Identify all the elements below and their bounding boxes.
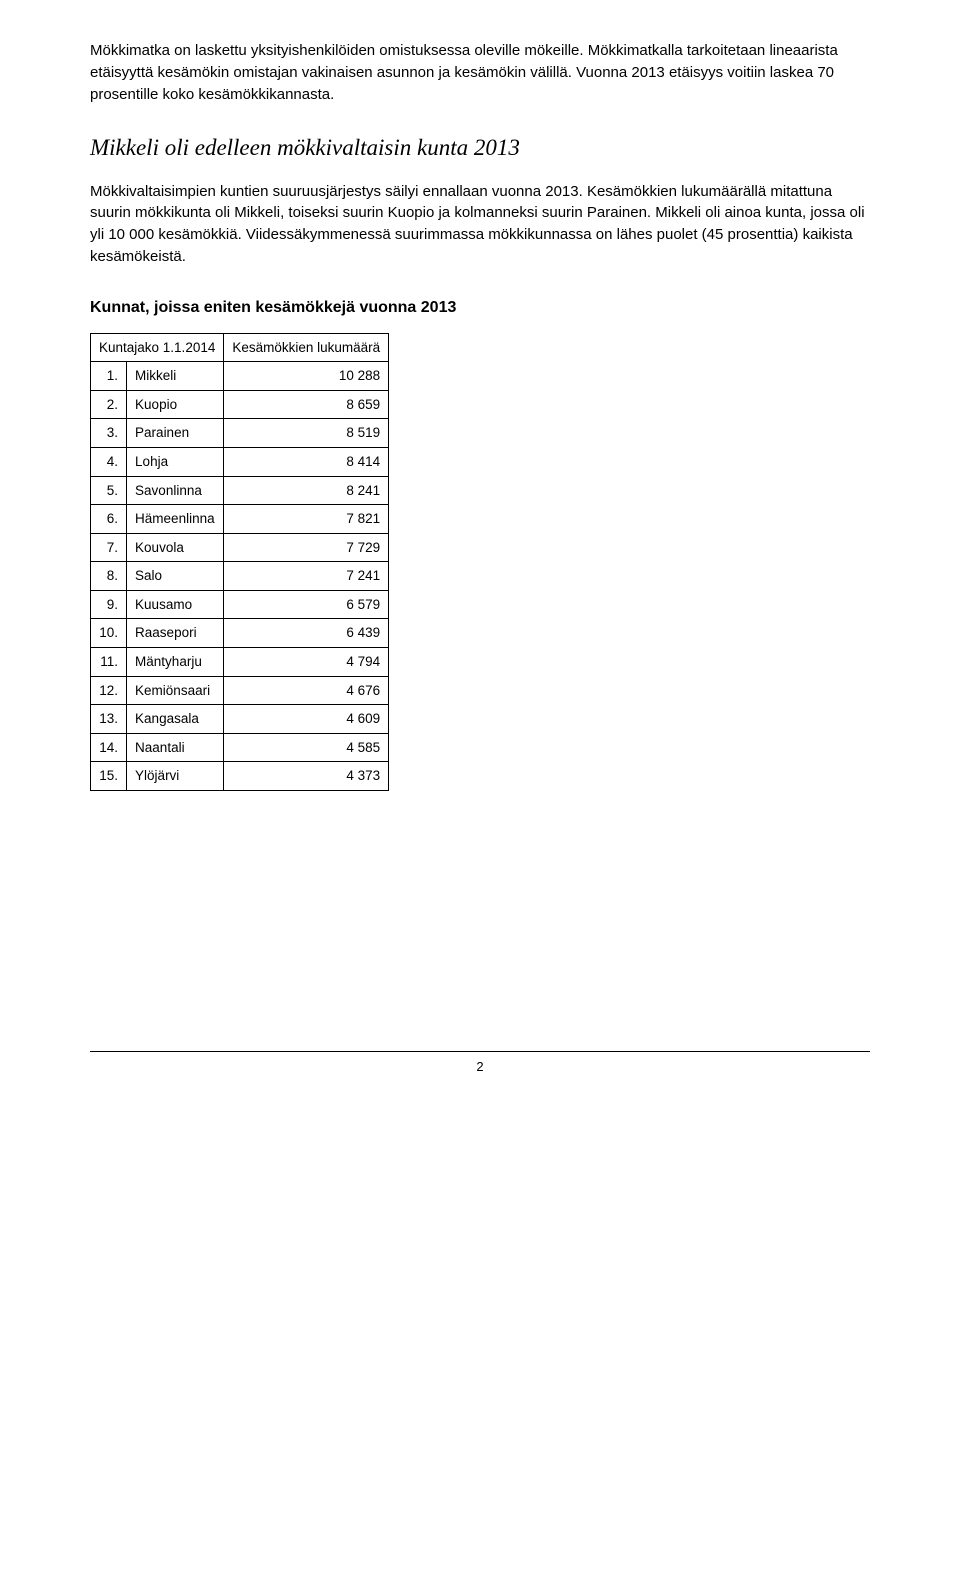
name-cell: Salo [127, 562, 224, 591]
page-number: 2 [476, 1059, 483, 1074]
value-cell: 4 585 [224, 733, 389, 762]
table-row: 13. Kangasala 4 609 [91, 705, 389, 734]
rank-cell: 8. [91, 562, 127, 591]
name-cell: Raasepori [127, 619, 224, 648]
name-cell: Kemiönsaari [127, 676, 224, 705]
table-row: 9. Kuusamo 6 579 [91, 590, 389, 619]
table-row: 14. Naantali 4 585 [91, 733, 389, 762]
name-cell: Kuopio [127, 390, 224, 419]
name-cell: Parainen [127, 419, 224, 448]
rank-cell: 6. [91, 505, 127, 534]
rank-cell: 1. [91, 362, 127, 391]
table-row: 5. Savonlinna 8 241 [91, 476, 389, 505]
table-row: 6. Hämeenlinna 7 821 [91, 505, 389, 534]
value-cell: 4 609 [224, 705, 389, 734]
value-cell: 7 241 [224, 562, 389, 591]
rank-cell: 13. [91, 705, 127, 734]
value-cell: 8 659 [224, 390, 389, 419]
value-cell: 8 519 [224, 419, 389, 448]
value-cell: 10 288 [224, 362, 389, 391]
table-row: 4. Lohja 8 414 [91, 448, 389, 477]
name-cell: Mikkeli [127, 362, 224, 391]
name-cell: Naantali [127, 733, 224, 762]
table-row: 8. Salo 7 241 [91, 562, 389, 591]
table-header-row: Kuntajako 1.1.2014 Kesämökkien lukumäärä [91, 333, 389, 362]
name-cell: Kuusamo [127, 590, 224, 619]
page-footer: 2 [90, 1051, 870, 1077]
table-row: 7. Kouvola 7 729 [91, 533, 389, 562]
value-cell: 6 439 [224, 619, 389, 648]
name-cell: Hämeenlinna [127, 505, 224, 534]
table-row: 12. Kemiönsaari 4 676 [91, 676, 389, 705]
table-row: 11. Mäntyharju 4 794 [91, 647, 389, 676]
rank-cell: 11. [91, 647, 127, 676]
intro-paragraph-2: Mökkivaltaisimpien kuntien suuruusjärjes… [90, 181, 870, 268]
table-row: 2. Kuopio 8 659 [91, 390, 389, 419]
rank-cell: 4. [91, 448, 127, 477]
section-heading: Mikkeli oli edelleen mökkivaltaisin kunt… [90, 131, 870, 164]
name-cell: Savonlinna [127, 476, 224, 505]
value-cell: 7 729 [224, 533, 389, 562]
value-cell: 7 821 [224, 505, 389, 534]
table-row: 15. Ylöjärvi 4 373 [91, 762, 389, 791]
rank-cell: 2. [91, 390, 127, 419]
name-cell: Mäntyharju [127, 647, 224, 676]
table-body: 1. Mikkeli 10 288 2. Kuopio 8 659 3. Par… [91, 362, 389, 790]
table-title: Kunnat, joissa eniten kesämökkejä vuonna… [90, 296, 870, 319]
rank-cell: 7. [91, 533, 127, 562]
rank-cell: 3. [91, 419, 127, 448]
rank-cell: 12. [91, 676, 127, 705]
municipality-table: Kuntajako 1.1.2014 Kesämökkien lukumäärä… [90, 333, 389, 791]
value-cell: 8 414 [224, 448, 389, 477]
value-cell: 8 241 [224, 476, 389, 505]
col-header-lukumaara: Kesämökkien lukumäärä [224, 333, 389, 362]
table-row: 1. Mikkeli 10 288 [91, 362, 389, 391]
value-cell: 4 676 [224, 676, 389, 705]
table-row: 3. Parainen 8 519 [91, 419, 389, 448]
col-header-kuntajako: Kuntajako 1.1.2014 [91, 333, 224, 362]
name-cell: Kouvola [127, 533, 224, 562]
intro-paragraph-1: Mökkimatka on laskettu yksityishenkilöid… [90, 40, 870, 105]
value-cell: 6 579 [224, 590, 389, 619]
name-cell: Kangasala [127, 705, 224, 734]
name-cell: Ylöjärvi [127, 762, 224, 791]
name-cell: Lohja [127, 448, 224, 477]
table-row: 10. Raasepori 6 439 [91, 619, 389, 648]
value-cell: 4 373 [224, 762, 389, 791]
rank-cell: 9. [91, 590, 127, 619]
rank-cell: 14. [91, 733, 127, 762]
rank-cell: 15. [91, 762, 127, 791]
rank-cell: 5. [91, 476, 127, 505]
rank-cell: 10. [91, 619, 127, 648]
value-cell: 4 794 [224, 647, 389, 676]
